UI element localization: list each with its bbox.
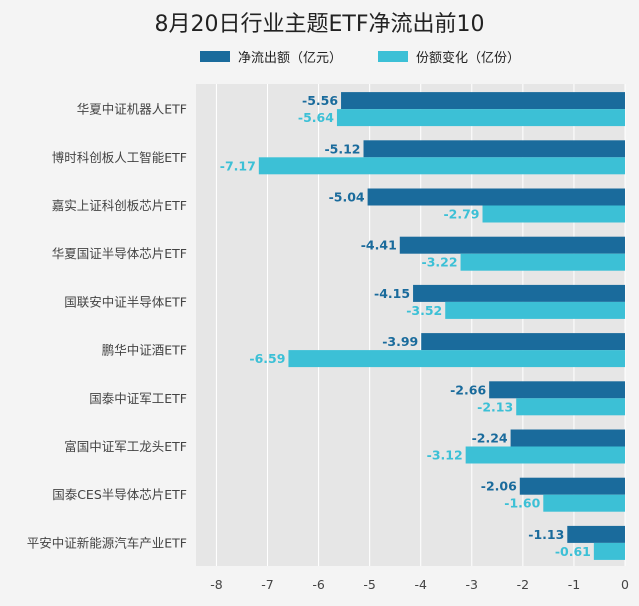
bar-share-change [288,350,625,368]
bar-share-change [465,446,625,464]
category-label: 国泰中证军工ETF [89,391,187,406]
bar-share-change [482,205,625,223]
data-label: -0.61 [555,544,591,559]
category-label: 华夏中证机器人ETF [77,102,187,117]
data-label: -2.13 [477,399,513,414]
x-tick-label: -1 [568,577,580,592]
data-label: -5.12 [324,141,360,156]
category-label: 富国中证军工龙头ETF [64,439,187,454]
bar-net-outflow [510,429,625,447]
legend-item-share-change: 份额变化（亿份） [378,48,521,66]
legend-label-share-change: 份额变化（亿份） [416,50,521,66]
bar-share-change [593,542,625,560]
bar-net-outflow [413,284,625,302]
data-label: -2.06 [481,479,517,494]
data-label: -2.24 [472,431,508,446]
chart-title: 8月20日行业主题ETF净流出前10 [154,12,485,37]
x-tick-label: -3 [466,577,478,592]
x-tick-label: -4 [414,577,427,592]
legend-label-net-outflow: 净流出额（亿元） [238,50,343,66]
data-label: -3.22 [422,255,458,270]
bar-share-change [258,157,625,175]
bar-net-outflow [399,236,625,254]
bar-net-outflow [341,92,625,110]
x-tick-label: -5 [363,577,375,592]
bar-share-change [543,494,625,512]
category-label: 国联安中证半导体ETF [64,294,187,309]
data-label: -3.99 [382,334,418,349]
data-label: -5.56 [302,93,338,108]
bar-net-outflow [421,333,625,351]
bar-net-outflow [363,140,625,158]
data-label: -4.41 [361,238,397,253]
bar-net-outflow [489,381,625,399]
data-label: -3.12 [427,448,463,463]
category-label: 鹏华中证酒ETF [102,343,187,358]
data-label: -2.79 [443,207,479,222]
bar-share-change [460,253,625,271]
category-label: 嘉实上证科创板芯片ETF [52,198,187,213]
legend-swatch-share-change [378,50,408,62]
data-label: -4.15 [374,286,410,301]
bar-share-change [445,301,625,319]
data-label: -1.13 [528,527,564,542]
category-label: 平安中证新能源汽车产业ETF [27,535,187,550]
legend-swatch-net-outflow [200,50,230,62]
bar-net-outflow [367,188,625,206]
x-tick-label: -8 [210,577,223,592]
data-label: -3.52 [406,303,442,318]
data-label: -6.59 [249,351,285,366]
data-label: -1.60 [504,496,540,511]
bar-net-outflow [567,525,625,543]
category-label: 国泰CES半导体芯片ETF [52,487,187,502]
category-label: 博时科创板人工智能ETF [52,150,187,165]
bar-share-change [336,109,625,127]
data-label: -5.04 [329,190,365,205]
bar-net-outflow [519,477,625,495]
x-tick-label: -7 [261,577,273,592]
data-label: -7.17 [220,158,256,173]
data-label: -5.64 [298,110,334,125]
bar-share-change [516,398,625,416]
x-tick-label: 0 [621,577,629,592]
legend-item-net-outflow: 净流出额（亿元） [200,48,343,66]
category-label: 华夏国证半导体芯片ETF [52,246,187,261]
x-tick-label: -6 [312,577,325,592]
x-tick-label: -2 [517,577,529,592]
data-label: -2.66 [450,382,486,397]
